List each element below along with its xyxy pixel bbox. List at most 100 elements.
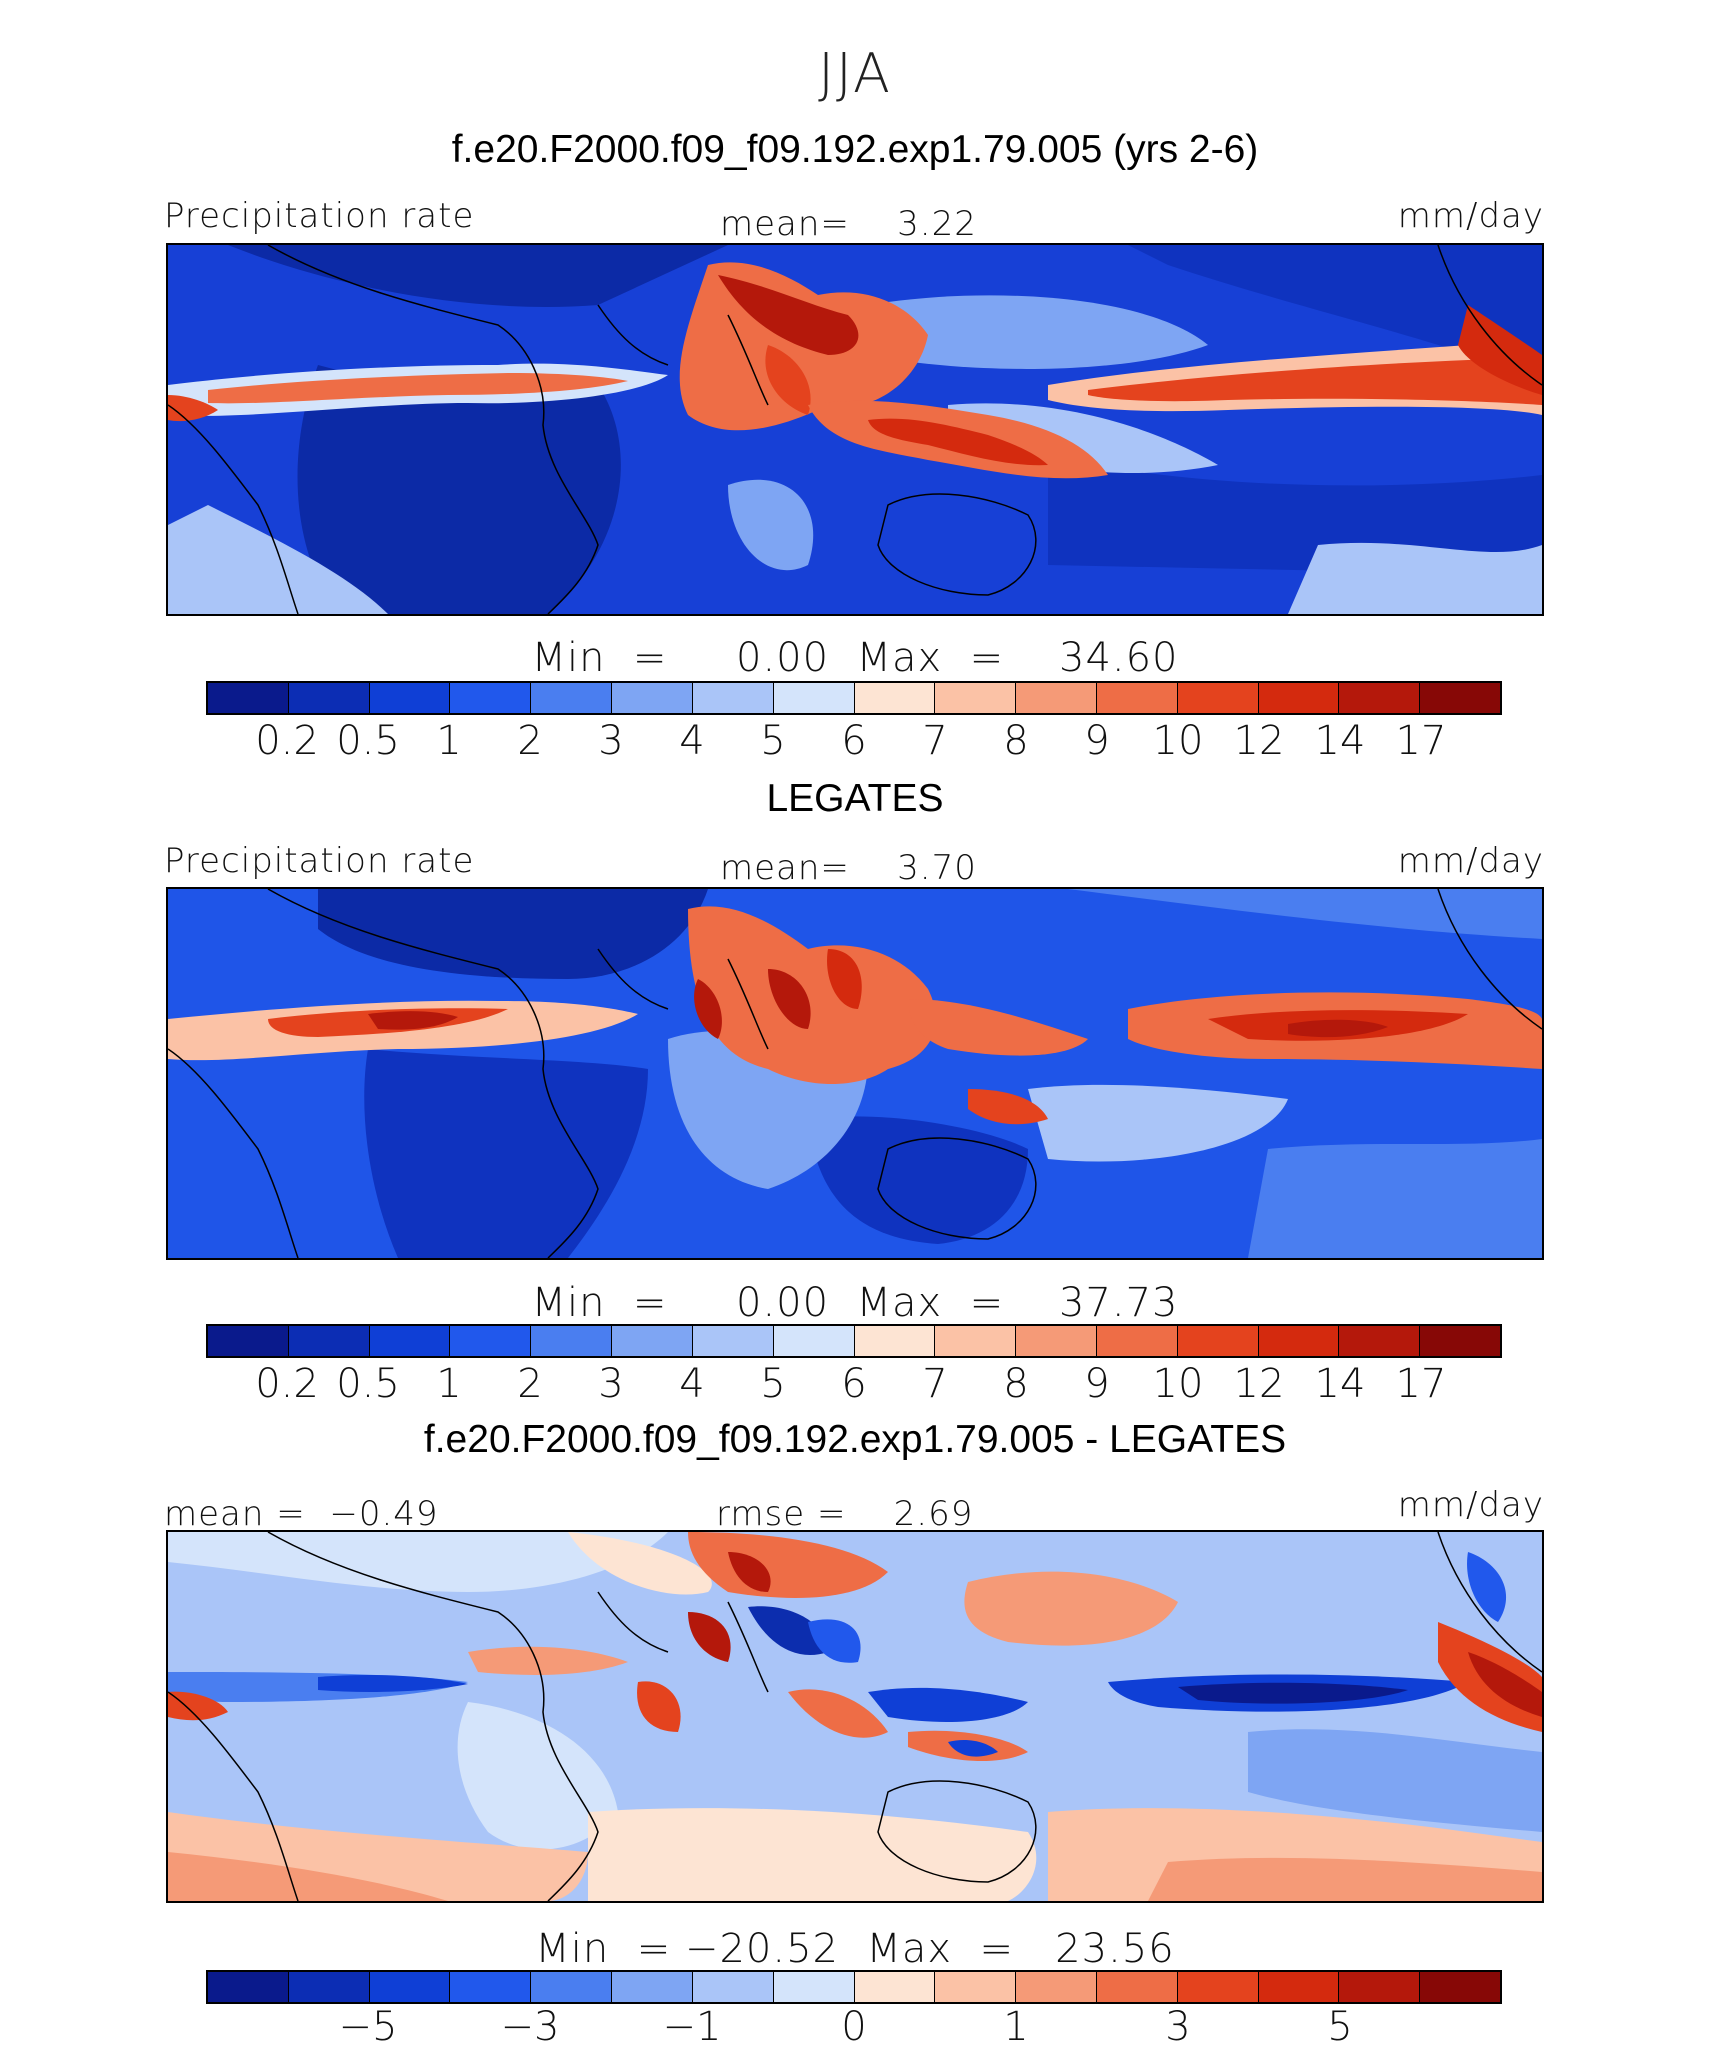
colorbar-swatch — [1258, 1326, 1340, 1356]
panel-1-units-label: mm/day — [1397, 196, 1544, 236]
colorbar-tick-label: 3 — [1165, 2004, 1191, 2050]
colorbar-swatch — [1258, 683, 1340, 713]
colorbar-tick-label: 5 — [1327, 2004, 1353, 2050]
colorbar-swatch — [288, 1972, 370, 2002]
panel-1-colorbar-ticks: 0.2 0.5 1 2 3 4 5 6 7 8 9 10 12 14 17 — [206, 718, 1502, 768]
colorbar-tick-label: −3 — [500, 2004, 560, 2050]
panel-2-units-label: mm/day — [1397, 841, 1544, 881]
colorbar-swatch — [1420, 1972, 1500, 2002]
colorbar-tick-label: 14 — [1314, 1361, 1366, 1407]
colorbar-swatch — [531, 1326, 613, 1356]
colorbar-swatch — [1339, 1326, 1421, 1356]
colorbar-tick-label: 0.5 — [336, 718, 400, 764]
panel-3-rmse-label: rmse = 2.69 — [716, 1494, 974, 1534]
colorbar-swatch — [935, 683, 1017, 713]
panel-3-colorbar — [206, 1970, 1502, 2004]
colorbar-swatch — [773, 683, 855, 713]
panel-1-min-max: Min = 0.00 Max = 34.60 — [531, 635, 1179, 681]
colorbar-tick-label: 8 — [1003, 718, 1029, 764]
colorbar-tick-label: 14 — [1314, 718, 1366, 764]
colorbar-swatch — [773, 1326, 855, 1356]
figure-title: JJA — [818, 42, 892, 105]
colorbar-tick-label: 7 — [922, 1361, 948, 1407]
panel-3-min-max: Min = −20.52 Max = 23.56 — [535, 1926, 1175, 1972]
colorbar-tick-label: 10 — [1152, 718, 1204, 764]
panel-3-title: f.e20.F2000.f09_f09.192.exp1.79.005 - LE… — [423, 1418, 1287, 1461]
colorbar-swatch — [935, 1326, 1017, 1356]
panel-1-title: f.e20.F2000.f09_f09.192.exp1.79.005 (yrs… — [451, 128, 1259, 171]
colorbar-swatch — [612, 683, 693, 713]
colorbar-swatch — [208, 1326, 289, 1356]
colorbar-tick-label: 5 — [760, 718, 786, 764]
colorbar-tick-label: 12 — [1233, 718, 1285, 764]
colorbar-swatch — [1016, 1972, 1097, 2002]
panel-1-mean-label: mean= 3.22 — [720, 204, 977, 244]
colorbar-tick-label: 8 — [1003, 1361, 1029, 1407]
panel-1-map — [166, 243, 1544, 616]
colorbar-tick-label: 4 — [679, 718, 705, 764]
colorbar-tick-label: 6 — [841, 1361, 867, 1407]
colorbar-swatch — [1420, 683, 1500, 713]
colorbar-tick-label: 1 — [436, 718, 462, 764]
colorbar-swatch — [935, 1972, 1017, 2002]
colorbar-tick-label: 1 — [436, 1361, 462, 1407]
colorbar-swatch — [1096, 1326, 1178, 1356]
colorbar-tick-label: 12 — [1233, 1361, 1285, 1407]
colorbar-tick-label: 9 — [1084, 1361, 1110, 1407]
colorbar-swatch — [692, 683, 774, 713]
panel-2-map — [166, 887, 1544, 1260]
colorbar-swatch — [450, 1326, 532, 1356]
colorbar-swatch — [854, 1326, 936, 1356]
colorbar-swatch — [531, 683, 613, 713]
colorbar-swatch — [288, 683, 370, 713]
colorbar-swatch — [773, 1972, 855, 2002]
panel-3-units-label: mm/day — [1397, 1485, 1544, 1525]
colorbar-swatch — [692, 1972, 774, 2002]
colorbar-swatch — [854, 683, 936, 713]
colorbar-swatch — [1177, 1326, 1259, 1356]
colorbar-tick-label: 17 — [1395, 1361, 1447, 1407]
colorbar-swatch — [1096, 1972, 1178, 2002]
colorbar-swatch — [369, 683, 451, 713]
colorbar-tick-label: 4 — [679, 1361, 705, 1407]
panel-2-variable-label: Precipitation rate — [164, 841, 475, 881]
colorbar-tick-label: 6 — [841, 718, 867, 764]
colorbar-swatch — [369, 1326, 451, 1356]
colorbar-swatch — [1339, 1972, 1421, 2002]
colorbar-swatch — [1177, 683, 1259, 713]
colorbar-swatch — [854, 1972, 936, 2002]
colorbar-tick-label: 0.2 — [255, 1361, 319, 1407]
colorbar-swatch — [288, 1326, 370, 1356]
colorbar-swatch — [692, 1326, 774, 1356]
colorbar-tick-label: 0.2 — [255, 718, 319, 764]
colorbar-tick-label: 0 — [841, 2004, 867, 2050]
panel-3-map — [166, 1530, 1544, 1903]
colorbar-swatch — [369, 1972, 451, 2002]
colorbar-swatch — [1420, 1326, 1500, 1356]
colorbar-swatch — [1016, 683, 1097, 713]
panel-2-mean-label: mean= 3.70 — [720, 848, 977, 888]
colorbar-tick-label: 2 — [517, 1361, 543, 1407]
colorbar-tick-label: 7 — [922, 718, 948, 764]
colorbar-swatch — [612, 1972, 693, 2002]
panel-3-colorbar-ticks: −5 −3 −1 0 1 3 5 — [206, 2004, 1502, 2054]
colorbar-tick-label: 3 — [598, 718, 624, 764]
colorbar-swatch — [208, 683, 289, 713]
colorbar-tick-label: 9 — [1084, 718, 1110, 764]
colorbar-tick-label: 0.5 — [336, 1361, 400, 1407]
colorbar-swatch — [531, 1972, 613, 2002]
colorbar-tick-label: 5 — [760, 1361, 786, 1407]
colorbar-swatch — [1177, 1972, 1259, 2002]
panel-2-min-max: Min = 0.00 Max = 37.73 — [531, 1280, 1179, 1326]
panel-1-variable-label: Precipitation rate — [164, 196, 475, 236]
colorbar-swatch — [450, 1972, 532, 2002]
colorbar-swatch — [1016, 1326, 1097, 1356]
panel-1-colorbar — [206, 681, 1502, 715]
panel-2-colorbar-ticks: 0.2 0.5 1 2 3 4 5 6 7 8 9 10 12 14 17 — [206, 1361, 1502, 1411]
panel-2-colorbar — [206, 1324, 1502, 1358]
colorbar-swatch — [208, 1972, 289, 2002]
colorbar-tick-label: 3 — [598, 1361, 624, 1407]
colorbar-tick-label: −1 — [662, 2004, 722, 2050]
colorbar-swatch — [1096, 683, 1178, 713]
panel-2-title: LEGATES — [766, 777, 944, 820]
